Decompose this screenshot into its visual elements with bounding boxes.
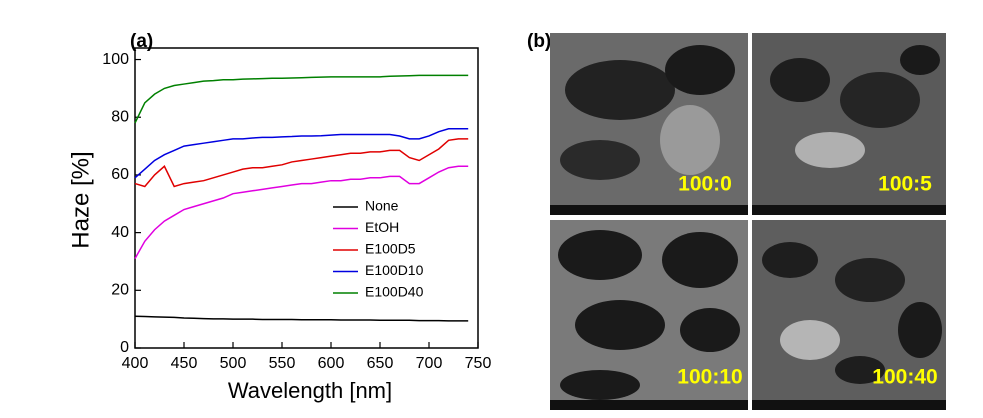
sem-image (752, 220, 946, 410)
sem-label: 100:40 (872, 366, 937, 389)
y-tick-label: 20 (111, 282, 129, 299)
legend-label: E100D5 (365, 241, 416, 257)
plot-frame (134, 47, 479, 349)
x-tick-label: 500 (220, 355, 247, 372)
x-tick-label: 400 (122, 355, 149, 372)
y-tick-label: 0 (120, 339, 129, 356)
data-line (134, 165, 469, 259)
x-tick-label: 700 (416, 355, 443, 372)
sem-label: 100:0 (678, 173, 732, 196)
sem-image (550, 220, 748, 410)
x-tick-label: 750 (465, 355, 492, 372)
legend-label: None (365, 198, 399, 214)
sem-image (550, 33, 748, 215)
sem-label: 100:10 (677, 366, 742, 389)
x-tick-label: 550 (269, 355, 296, 372)
legend-label: E100D40 (365, 284, 424, 300)
y-tick-label: 60 (111, 166, 129, 183)
sem-images (550, 33, 946, 410)
x-axis-label: Wavelength [nm] (228, 378, 392, 403)
panel-label: (a) (130, 31, 153, 52)
legend-label: E100D10 (365, 262, 424, 278)
y-tick-label: 100 (102, 51, 129, 68)
x-tick-label: 450 (171, 355, 198, 372)
y-axis-label: Haze [%] (67, 151, 94, 248)
panel-label: (b) (527, 31, 551, 52)
y-tick-label: 80 (111, 108, 129, 125)
data-line (134, 74, 469, 124)
x-tick-label: 650 (367, 355, 394, 372)
data-line (134, 128, 469, 179)
sem-label: 100:5 (878, 173, 932, 196)
data-line (134, 138, 469, 188)
sem-image (752, 33, 946, 215)
data-line (134, 315, 469, 322)
x-tick-label: 600 (318, 355, 345, 372)
y-tick-label: 40 (111, 224, 129, 241)
legend-label: EtOH (365, 219, 399, 235)
